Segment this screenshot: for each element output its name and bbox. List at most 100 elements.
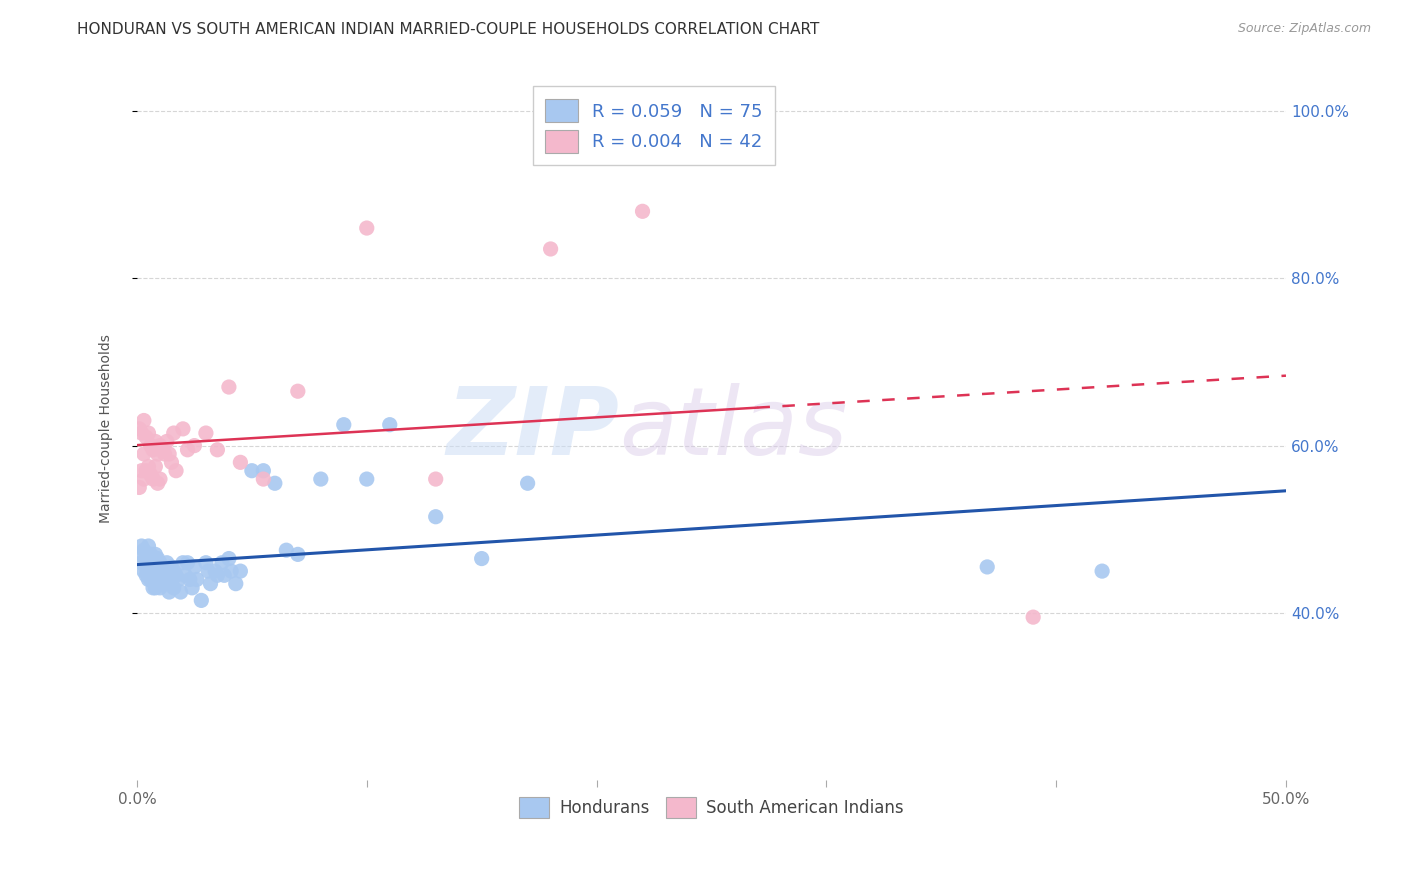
Point xyxy=(425,472,447,486)
Point xyxy=(287,384,309,399)
Point xyxy=(181,581,204,595)
Point xyxy=(186,573,208,587)
Point xyxy=(197,564,219,578)
Point xyxy=(143,560,166,574)
Point xyxy=(160,560,183,574)
Point xyxy=(165,568,187,582)
Point xyxy=(160,455,183,469)
Point xyxy=(194,425,217,440)
Point xyxy=(252,464,274,478)
Point xyxy=(128,548,150,562)
Point xyxy=(143,459,166,474)
Point xyxy=(1022,610,1045,624)
Point xyxy=(139,439,162,453)
Legend: Hondurans, South American Indians: Hondurans, South American Indians xyxy=(512,790,911,825)
Point xyxy=(146,447,169,461)
Point xyxy=(631,204,654,219)
Point xyxy=(263,476,285,491)
Point xyxy=(190,593,212,607)
Point xyxy=(142,551,165,566)
Point xyxy=(163,425,186,440)
Point xyxy=(139,573,162,587)
Point xyxy=(142,564,165,578)
Point xyxy=(138,573,160,587)
Point xyxy=(169,585,191,599)
Point xyxy=(146,551,169,566)
Point xyxy=(146,476,169,491)
Point xyxy=(143,548,166,562)
Point xyxy=(128,480,150,494)
Point xyxy=(204,564,226,578)
Text: Source: ZipAtlas.com: Source: ZipAtlas.com xyxy=(1237,22,1371,36)
Point xyxy=(150,573,173,587)
Point xyxy=(229,455,252,469)
Point xyxy=(132,447,155,461)
Point xyxy=(276,543,298,558)
Point xyxy=(225,576,247,591)
Point xyxy=(150,560,173,574)
Point xyxy=(153,447,176,461)
Point xyxy=(378,417,401,432)
Point xyxy=(143,581,166,595)
Point xyxy=(229,564,252,578)
Point xyxy=(149,568,172,582)
Point xyxy=(153,564,176,578)
Point xyxy=(240,464,263,478)
Point xyxy=(172,556,194,570)
Point xyxy=(132,413,155,427)
Point xyxy=(211,556,233,570)
Point xyxy=(194,556,217,570)
Point xyxy=(131,464,153,478)
Text: ZIP: ZIP xyxy=(447,383,620,475)
Point xyxy=(1091,564,1114,578)
Point xyxy=(156,556,179,570)
Point xyxy=(156,434,179,449)
Point xyxy=(167,573,190,587)
Point xyxy=(356,221,378,235)
Point xyxy=(153,576,176,591)
Point xyxy=(149,439,172,453)
Point xyxy=(356,472,378,486)
Point xyxy=(138,556,160,570)
Point xyxy=(150,442,173,457)
Point xyxy=(214,568,236,582)
Point xyxy=(540,242,562,256)
Point xyxy=(143,568,166,582)
Point xyxy=(207,568,229,582)
Point xyxy=(157,585,180,599)
Point xyxy=(183,560,205,574)
Point xyxy=(160,576,183,591)
Point xyxy=(139,560,162,574)
Point xyxy=(135,560,157,574)
Point xyxy=(174,568,197,582)
Point xyxy=(132,543,155,558)
Point xyxy=(139,548,162,562)
Point xyxy=(165,464,187,478)
Point xyxy=(142,472,165,486)
Point xyxy=(309,472,332,486)
Point xyxy=(135,464,157,478)
Point xyxy=(138,459,160,474)
Point xyxy=(142,442,165,457)
Point xyxy=(157,573,180,587)
Point xyxy=(131,556,153,570)
Point xyxy=(516,476,538,491)
Point xyxy=(135,430,157,444)
Point xyxy=(138,539,160,553)
Point xyxy=(163,581,186,595)
Point xyxy=(333,417,356,432)
Point xyxy=(179,573,201,587)
Point xyxy=(131,425,153,440)
Point xyxy=(471,551,494,566)
Point xyxy=(131,539,153,553)
Point xyxy=(128,422,150,436)
Point xyxy=(143,434,166,449)
Point xyxy=(142,581,165,595)
Point xyxy=(157,447,180,461)
Point xyxy=(287,548,309,562)
Point xyxy=(135,551,157,566)
Point xyxy=(138,425,160,440)
Point xyxy=(219,564,242,578)
Point xyxy=(156,568,179,582)
Point xyxy=(176,442,198,457)
